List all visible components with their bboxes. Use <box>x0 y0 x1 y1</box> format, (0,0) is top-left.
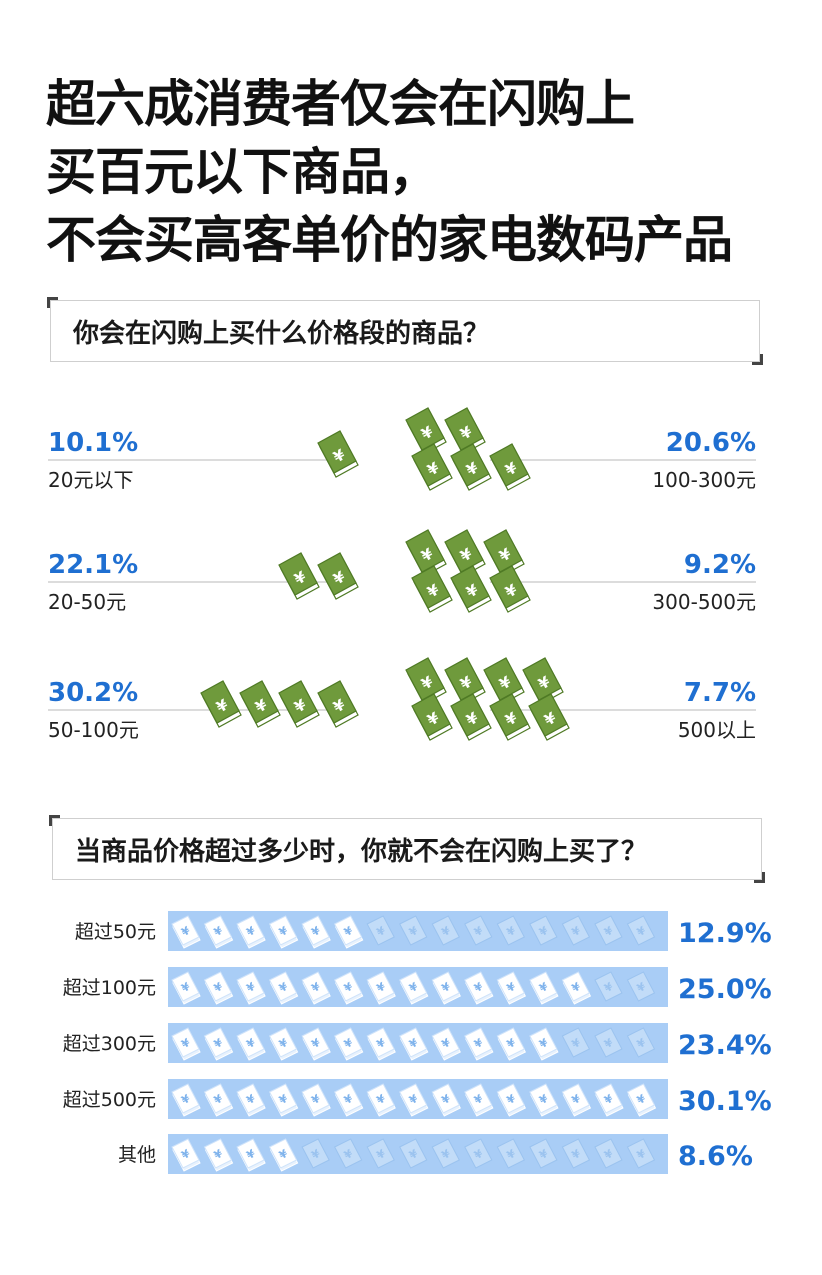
money-note-icon <box>444 657 486 705</box>
corner-bracket-icon <box>754 872 765 883</box>
question-2-text: 当商品价格超过多少时，你就不会在闪购上买了？ <box>75 836 648 867</box>
title-line-3: 不会买高客单价的家电数码产品 <box>46 211 733 269</box>
money-note-icon <box>317 680 359 728</box>
title-line-1: 超六成消费者仅会在闪购上 <box>46 75 635 133</box>
pictograph-item: 20.6% 100-300元 <box>405 407 756 492</box>
category-label: 20元以下 <box>48 468 133 492</box>
value-label: 30.2% <box>48 678 138 708</box>
bar-row: 超过50元 12.9% <box>75 911 772 951</box>
money-note-icon <box>317 430 359 478</box>
money-note-icon <box>489 693 531 741</box>
money-note-icon <box>411 693 453 741</box>
corner-bracket-icon <box>752 354 763 365</box>
pictograph-item: 22.1% 20-50元 <box>48 550 359 614</box>
category-label: 20-50元 <box>48 590 126 614</box>
money-note-icon <box>317 552 359 600</box>
money-note-icon <box>483 529 525 577</box>
corner-bracket-icon <box>47 297 58 308</box>
bar-row: 超过100元 25.0% <box>63 967 772 1007</box>
money-note-icon <box>528 693 570 741</box>
pictograph-item: 7.7% 500以上 <box>405 657 756 742</box>
title-line-2: 买百元以下商品， <box>46 143 439 201</box>
pictograph-item: 30.2% 50-100元 <box>48 678 359 742</box>
question-box-1: 你会在闪购上买什么价格段的商品？ <box>47 297 763 365</box>
money-note-icon <box>405 407 447 455</box>
question-1-text: 你会在闪购上买什么价格段的商品？ <box>73 318 490 349</box>
money-note-icon <box>405 657 447 705</box>
value-label: 8.6% <box>678 1141 753 1172</box>
pictograph-item: 10.1% 20元以下 <box>48 428 359 492</box>
money-note-icon <box>411 443 453 491</box>
category-label: 100-300元 <box>652 468 756 492</box>
pictograph-item: 9.2% 300-500元 <box>405 529 756 614</box>
category-label: 300-500元 <box>652 590 756 614</box>
value-label: 22.1% <box>48 550 138 580</box>
value-label: 9.2% <box>684 550 756 580</box>
value-label: 12.9% <box>678 918 772 949</box>
money-note-icon <box>405 529 447 577</box>
money-note-icon <box>522 657 564 705</box>
value-label: 20.6% <box>666 428 756 458</box>
money-note-icon <box>278 552 320 600</box>
bar-row: 其他 8.6% <box>118 1134 753 1174</box>
money-note-icon <box>411 565 453 613</box>
money-note-icon <box>278 680 320 728</box>
money-note-icon <box>444 407 486 455</box>
category-label: 超过500元 <box>63 1089 156 1111</box>
money-note-icon <box>450 565 492 613</box>
price-range-pictograph: 10.1% 20元以下 22.1% 20-50元 30.2% 50-100元 20.6% 10… <box>48 407 756 742</box>
money-note-icon <box>444 529 486 577</box>
category-label: 50-100元 <box>48 718 139 742</box>
bar-row: 超过500元 30.1% <box>63 1079 772 1119</box>
money-note-icon <box>489 565 531 613</box>
page-title: 超六成消费者仅会在闪购上 买百元以下商品， 不会买高客单价的家电数码产品 <box>46 70 806 274</box>
category-label: 超过300元 <box>63 1033 156 1055</box>
value-label: 25.0% <box>678 974 772 1005</box>
category-label: 超过50元 <box>75 921 156 943</box>
money-note-icon <box>483 657 525 705</box>
money-note-icon <box>450 443 492 491</box>
category-label: 500以上 <box>678 718 756 742</box>
category-label: 超过100元 <box>63 977 156 999</box>
price-limit-bar-chart: 超过50元 12.9% 超过100元 25.0% 超过300元 23.4% 超过500元 30… <box>63 911 772 1174</box>
money-note-icon <box>239 680 281 728</box>
money-note-icon <box>489 443 531 491</box>
money-note-icon <box>450 693 492 741</box>
value-label: 7.7% <box>684 678 756 708</box>
question-box-2: 当商品价格超过多少时，你就不会在闪购上买了？ <box>49 815 765 883</box>
bar-row: 超过300元 23.4% <box>63 1023 772 1063</box>
category-label: 其他 <box>118 1144 156 1166</box>
value-label: 23.4% <box>678 1030 772 1061</box>
value-label: 30.1% <box>678 1086 772 1117</box>
money-note-icon <box>200 680 242 728</box>
value-label: 10.1% <box>48 428 138 458</box>
corner-bracket-icon <box>49 815 60 826</box>
